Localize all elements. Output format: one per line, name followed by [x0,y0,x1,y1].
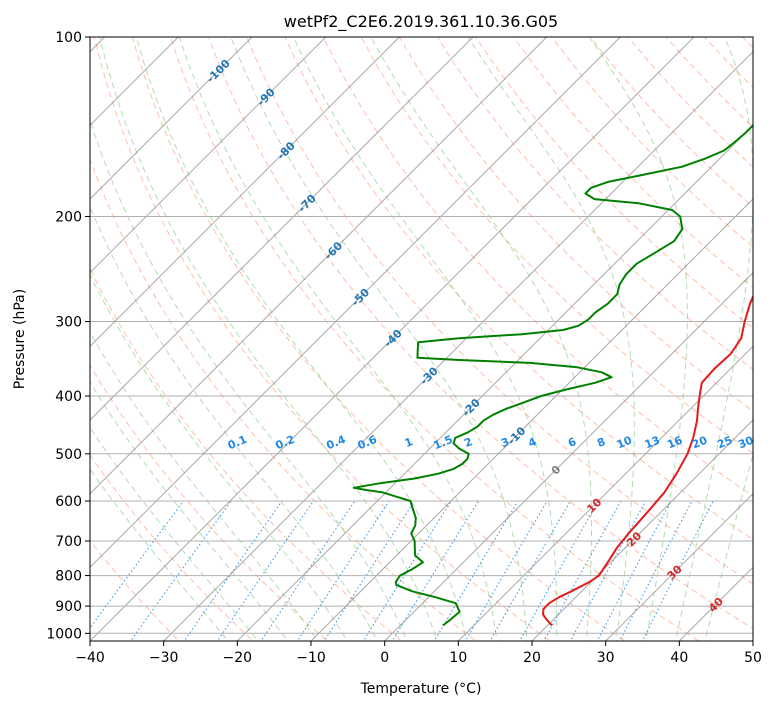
mixing-ratio-label: 10 [615,434,634,452]
isotherm-line [679,37,775,641]
y-tick-label: 200 [55,210,82,226]
y-tick-label: 1000 [46,626,82,642]
isotherm-line [458,37,775,641]
mixing-ratio-label: 0.2 [274,433,297,452]
moist-adiabat-line [674,37,753,646]
mixing-ratio-label: 8 [595,435,607,450]
mixing-ratio-line [214,501,313,646]
moist-adiabat-line [41,37,380,646]
moist-adiabat-line [0,37,232,646]
isotherm-label: -80 [275,139,298,162]
x-tick-label: 40 [670,650,688,666]
x-tick-label: −40 [75,650,105,666]
moist-adiabat-line [589,37,687,646]
isotherm-line [0,37,547,641]
x-tick-label: 50 [744,650,762,666]
isotherm-line [753,37,775,641]
mixing-ratio-label: 0.4 [325,433,348,452]
chart-title: wetPf2_C2E6.2019.361.10.36.G05 [284,12,558,32]
isotherm-line [16,37,620,641]
mixing-ratio-label: 0.1 [226,433,249,452]
dry-adiabat-line [514,37,775,646]
mixing-ratio-label: 36 [758,434,775,452]
moist-adiabat-line [0,37,262,646]
mixing-ratio-label: 4 [526,435,538,450]
dry-adiabat-line [743,37,775,646]
mixing-ratio-label: 16 [665,434,684,452]
isotherm-line [0,37,326,641]
isotherm-line [0,37,399,641]
moist-adiabat-line [179,37,497,646]
x-tick-label: −30 [149,650,179,666]
y-tick-label: 300 [55,315,82,331]
dry-adiabat-line [0,37,333,646]
mixing-ratio-line [517,501,598,646]
y-axis: 100 200 300 400 500 600 700 800 900 1000 [46,30,90,642]
mixing-ratio-label: 1.5 [432,433,455,452]
moist-adiabat-line [16,37,350,646]
moist-adiabat-line [371,37,592,646]
y-tick-label: 800 [55,569,82,585]
x-axis-label: Temperature (°C) [360,681,482,697]
x-tick-label: 10 [449,650,467,666]
dry-adiabat-line [247,37,775,646]
dry-adiabat-line [94,37,557,646]
dry-adiabat-line [18,37,408,646]
y-tick-label: 700 [55,534,82,550]
mixing-ratio-label: 13 [643,434,662,452]
y-tick-label: 100 [55,30,82,46]
dry-adiabat-line [476,37,775,646]
y-axis-label: Pressure (hPa) [12,289,28,389]
x-tick-label: −10 [296,650,326,666]
x-tick-label: −20 [223,650,253,666]
mixing-ratio-label: 0.6 [356,433,379,452]
mixing-ratio-label: 1 [403,435,415,450]
profile-lines [354,37,775,626]
pressure-gridlines [90,37,753,633]
mixing-ratio-line [127,501,231,646]
dewpoint-line [354,37,775,626]
mixing-ratio-line [595,501,671,646]
x-tick-label: 20 [523,650,541,666]
y-tick-label: 600 [55,494,82,510]
y-tick-label: 400 [55,389,82,405]
dry-adiabat-line [437,37,775,646]
x-tick-label: 30 [597,650,615,666]
mixing-ratio-line [541,501,621,646]
moist-adiabat-line [68,37,409,646]
mixing-ratio-label: 25 [715,434,734,452]
mixing-ratio-label: 6 [566,435,578,450]
isotherm-label: -100 [204,57,233,86]
y-tick-label: 900 [55,599,82,615]
mixing-ratio-label: 2 [462,435,474,450]
plot-frame [90,37,753,641]
isotherm-line [311,37,775,641]
y-tick-label: 500 [55,447,82,463]
isotherm-line [164,37,768,641]
mixing-ratio-line [568,501,646,646]
x-tick-label: 0 [380,650,389,666]
mixing-ratio-line [258,501,355,646]
x-axis: −40 −30 −20 −10 0 10 20 30 40 50 [75,641,762,666]
dry-adiabat-line [666,37,775,646]
